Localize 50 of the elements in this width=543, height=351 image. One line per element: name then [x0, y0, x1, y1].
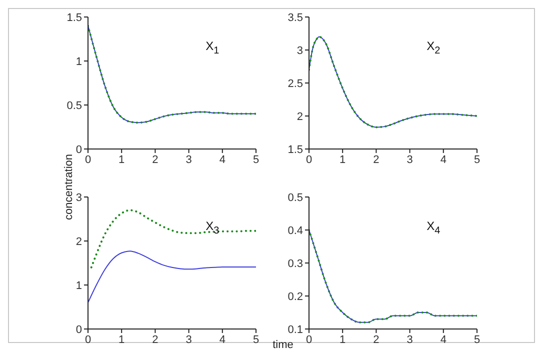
y-tick-label: 2: [76, 236, 82, 248]
y-tick-label: 2: [296, 110, 303, 123]
x-tick-label: 2: [152, 334, 158, 346]
x-tick-label: 5: [474, 334, 480, 346]
x-tick-label: 2: [373, 154, 380, 166]
x-tick-label: 0: [306, 334, 312, 346]
x-tick-label: 5: [474, 154, 480, 166]
x-tick-label: 4: [440, 154, 446, 166]
x-tick-label: 0: [306, 154, 312, 166]
y-tick-label: 0.1: [288, 324, 303, 336]
y-tick-label: 1: [76, 56, 82, 68]
x-tick-label: 4: [219, 154, 226, 166]
annotation: X$_{3}$: [206, 219, 220, 236]
y-tick-label: 0.2: [288, 290, 303, 303]
x-tick-label: 1: [118, 334, 125, 346]
y-axis-title: concentration: [63, 152, 75, 222]
x-tick-label: 3: [186, 154, 192, 166]
x-tick-label: 0: [84, 334, 92, 346]
y-tick-label: 1.5: [66, 12, 82, 24]
x-tick-label: 2: [373, 334, 380, 346]
y-tick-label: 0.4: [288, 224, 303, 237]
line-series: [90, 209, 256, 268]
y-tick-label: 3: [296, 44, 303, 57]
y-tick-label: 0.5: [288, 192, 303, 204]
x-tick-label: 3: [186, 334, 192, 346]
y-tick-label: 3: [76, 192, 82, 204]
y-tick-label: 1.5: [288, 144, 303, 156]
x-tick-label: 1: [340, 154, 346, 166]
x-axis-title: time: [272, 339, 294, 351]
y-tick-label: 0.5: [66, 100, 82, 112]
x-tick-label: 3: [406, 334, 413, 346]
x-tick-label: 5: [252, 154, 260, 166]
y-tick-label: 0: [76, 324, 82, 336]
x-tick-label: 4: [440, 334, 446, 346]
x-tick-label: 5: [252, 334, 260, 346]
annotation: X$_{2}$: [426, 39, 440, 56]
y-tick-label: 0: [76, 144, 82, 156]
annotation: X$_{1}$: [206, 39, 220, 56]
y-tick-label: 3.5: [288, 12, 303, 24]
y-tick-label: 0.3: [288, 258, 303, 270]
x-tick-label: 3: [406, 154, 413, 166]
line-series: [88, 250, 256, 304]
y-tick-label: 2.5: [288, 78, 303, 90]
y-tick-label: 1: [76, 280, 82, 292]
x-tick-label: 1: [340, 334, 346, 346]
x-tick-label: 0: [84, 154, 92, 166]
x-tick-label: 1: [118, 154, 125, 166]
x-tick-label: 2: [152, 154, 158, 166]
x-tick-label: 4: [219, 334, 226, 346]
annotation: X$_{4}$: [426, 219, 440, 236]
